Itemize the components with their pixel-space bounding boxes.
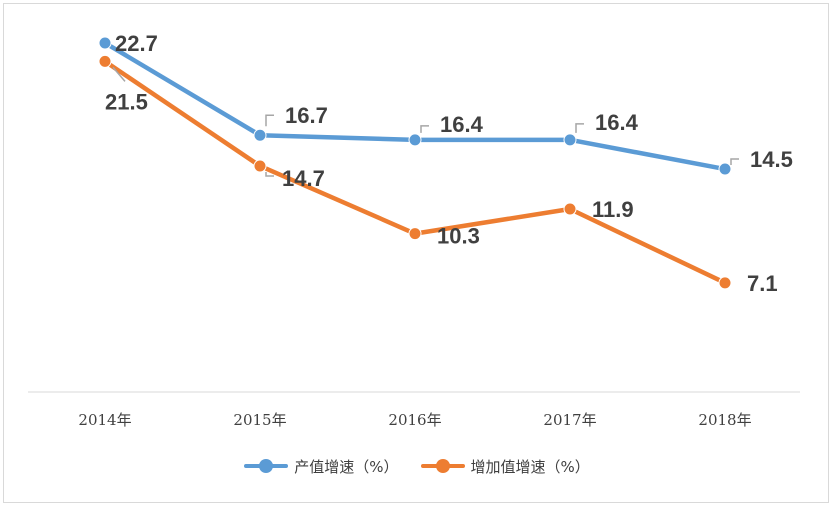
data-label: 16.4	[440, 112, 484, 137]
legend: 产值增速（%） 增加值增速（%）	[0, 452, 834, 480]
legend-label-value-added-growth: 增加值增速（%）	[470, 457, 590, 476]
x-tick-labels: 2014年 2015年 2016年 2017年 2018年	[78, 411, 751, 429]
data-labels-layer: 22.7 16.7 16.4 16.4 14.5 21.5 14.7 10.3 11.9 7.1	[105, 31, 793, 296]
data-label: 14.7	[282, 166, 325, 191]
data-point	[253, 128, 267, 142]
series-output-growth	[98, 36, 732, 176]
data-point	[408, 133, 422, 147]
data-label: 11.9	[592, 197, 634, 222]
legend-item-output-growth: 产值增速（%）	[244, 456, 399, 477]
leader-line	[730, 158, 739, 166]
leader-line	[112, 66, 126, 82]
x-tick-label: 2017年	[543, 411, 596, 429]
legend-swatch-value-added-growth	[420, 459, 465, 473]
legend-label-output-growth: 产值增速（%）	[294, 457, 399, 476]
data-point	[408, 227, 422, 241]
data-label: 21.5	[105, 89, 148, 114]
data-point	[253, 159, 267, 173]
data-label: 14.5	[750, 147, 793, 172]
series-layer	[98, 36, 732, 290]
series-line	[102, 40, 728, 172]
series-line	[102, 59, 728, 286]
x-tick-label: 2015年	[233, 411, 286, 429]
data-label: 16.7	[285, 103, 328, 128]
leader-line	[420, 125, 429, 133]
data-label: 10.3	[437, 224, 480, 249]
data-label: 7.1	[747, 271, 778, 296]
data-point	[98, 54, 112, 68]
data-point	[718, 276, 732, 290]
series-value-added-growth	[98, 54, 732, 290]
data-point	[563, 202, 577, 216]
leader-line	[575, 123, 584, 133]
data-label: 16.4	[595, 110, 639, 135]
leader-line	[265, 114, 274, 127]
data-point	[98, 36, 112, 50]
x-tick-label: 2018年	[698, 411, 751, 429]
legend-swatch-output-growth	[244, 459, 289, 473]
data-point	[563, 133, 577, 147]
leader-line	[265, 171, 274, 177]
data-label: 22.7	[115, 31, 158, 56]
x-tick-label: 2014年	[78, 411, 131, 429]
data-point	[718, 162, 732, 176]
x-tick-label: 2016年	[388, 411, 441, 429]
legend-item-value-added-growth: 增加值增速（%）	[420, 456, 590, 477]
